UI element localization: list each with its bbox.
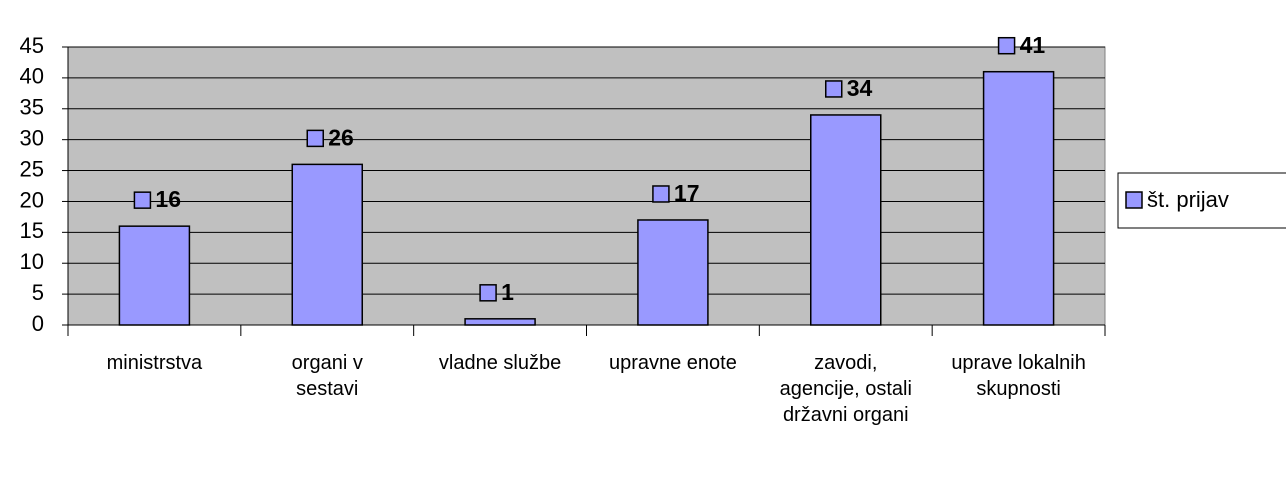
data-label: 16	[155, 186, 181, 212]
x-tick-label: uprave lokalnih skupnosti	[951, 352, 1086, 400]
data-label: 17	[674, 180, 700, 206]
label-key	[652, 185, 670, 203]
x-tick-label: organi v sestavi	[291, 352, 363, 400]
label-key	[479, 284, 497, 302]
bar	[810, 114, 882, 326]
y-tick-label: 25	[20, 156, 44, 181]
label-key	[825, 80, 843, 98]
data-label: 41	[1020, 32, 1046, 58]
x-tick-label: vladne službe	[438, 352, 562, 374]
y-tick-label: 35	[20, 95, 44, 120]
y-tick-label: 10	[20, 249, 44, 274]
x-tick-label: upravne enote	[608, 352, 737, 374]
label-key	[306, 129, 324, 148]
y-tick-label: 45	[20, 33, 44, 58]
label-key	[997, 36, 1016, 55]
bar	[982, 70, 1055, 326]
data-label: 34	[847, 75, 873, 101]
plot-area	[67, 46, 1106, 326]
data-label: 1	[501, 279, 514, 305]
label-key	[133, 191, 152, 209]
x-tick-label: zavodi, agencije, ostali državni organi	[779, 352, 912, 426]
bar	[464, 318, 536, 326]
y-tick-label: 5	[32, 280, 44, 305]
bar	[637, 219, 709, 326]
y-tick-label: 40	[20, 64, 44, 89]
y-tick-label: 20	[20, 187, 44, 212]
y-tick-label: 0	[32, 311, 44, 336]
data-label: 26	[328, 124, 354, 150]
y-tick-label: 30	[20, 125, 44, 150]
legend-key	[1125, 191, 1143, 209]
legend-label: št. prijav	[1147, 187, 1229, 212]
y-tick-label: 15	[20, 218, 44, 243]
x-tick-label: ministrstva	[106, 352, 203, 374]
bar	[118, 225, 191, 326]
legend-box	[1117, 172, 1286, 229]
bar	[291, 163, 363, 326]
